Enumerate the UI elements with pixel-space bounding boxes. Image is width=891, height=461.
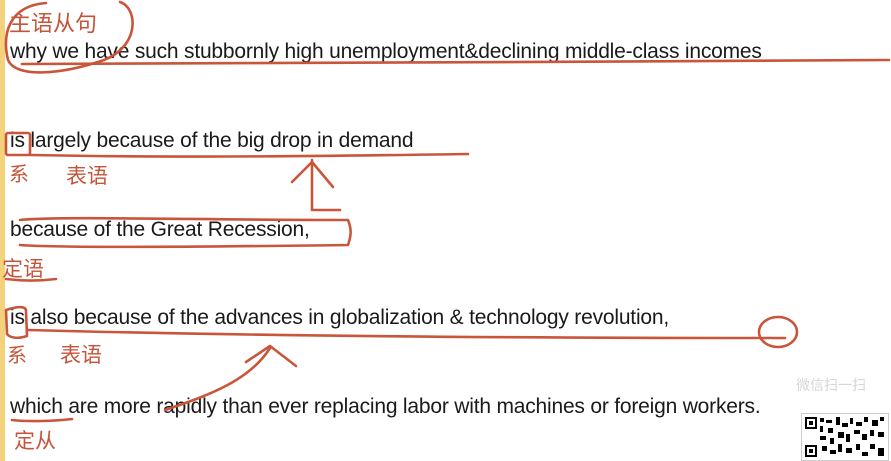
predicate-1-arrow-head bbox=[290, 160, 335, 189]
left-margin-bar bbox=[0, 0, 5, 461]
sentence-predicate-2: is also because of the advances in globa… bbox=[10, 306, 669, 329]
annotation-attributive: 定语 bbox=[2, 257, 44, 281]
predicate-1-underline bbox=[28, 152, 470, 158]
predicate-2-underline bbox=[26, 328, 787, 340]
annotation-predicative-2: 表语 bbox=[60, 343, 102, 367]
annotation-subject-clause: 主语从句 bbox=[9, 12, 98, 37]
annotation-predicative-1: 表语 bbox=[66, 164, 108, 188]
annotation-copula-2: 系 bbox=[7, 343, 27, 367]
sentence-attributive: because of the Great Recession, bbox=[10, 218, 310, 241]
watermark-text: 微信扫一扫 bbox=[796, 377, 866, 393]
predicate-1-arrow-stroke bbox=[310, 158, 342, 212]
sentence-attributive-clause: which are more rapidly than ever replaci… bbox=[10, 395, 761, 418]
sentence-predicate-1: is largely because of the big drop in de… bbox=[10, 129, 414, 152]
annotation-copula-1: 系 bbox=[9, 162, 29, 186]
qr-code-icon bbox=[801, 413, 889, 461]
predicate-2-arrow-head bbox=[244, 344, 298, 368]
annotation-attributive-clause: 定从 bbox=[14, 429, 56, 453]
sentence-subject-clause: why we have such stubbornly high unemplo… bbox=[10, 40, 762, 63]
predicate-2-end-loop bbox=[757, 315, 799, 349]
attributive-clause-underline bbox=[10, 417, 74, 423]
